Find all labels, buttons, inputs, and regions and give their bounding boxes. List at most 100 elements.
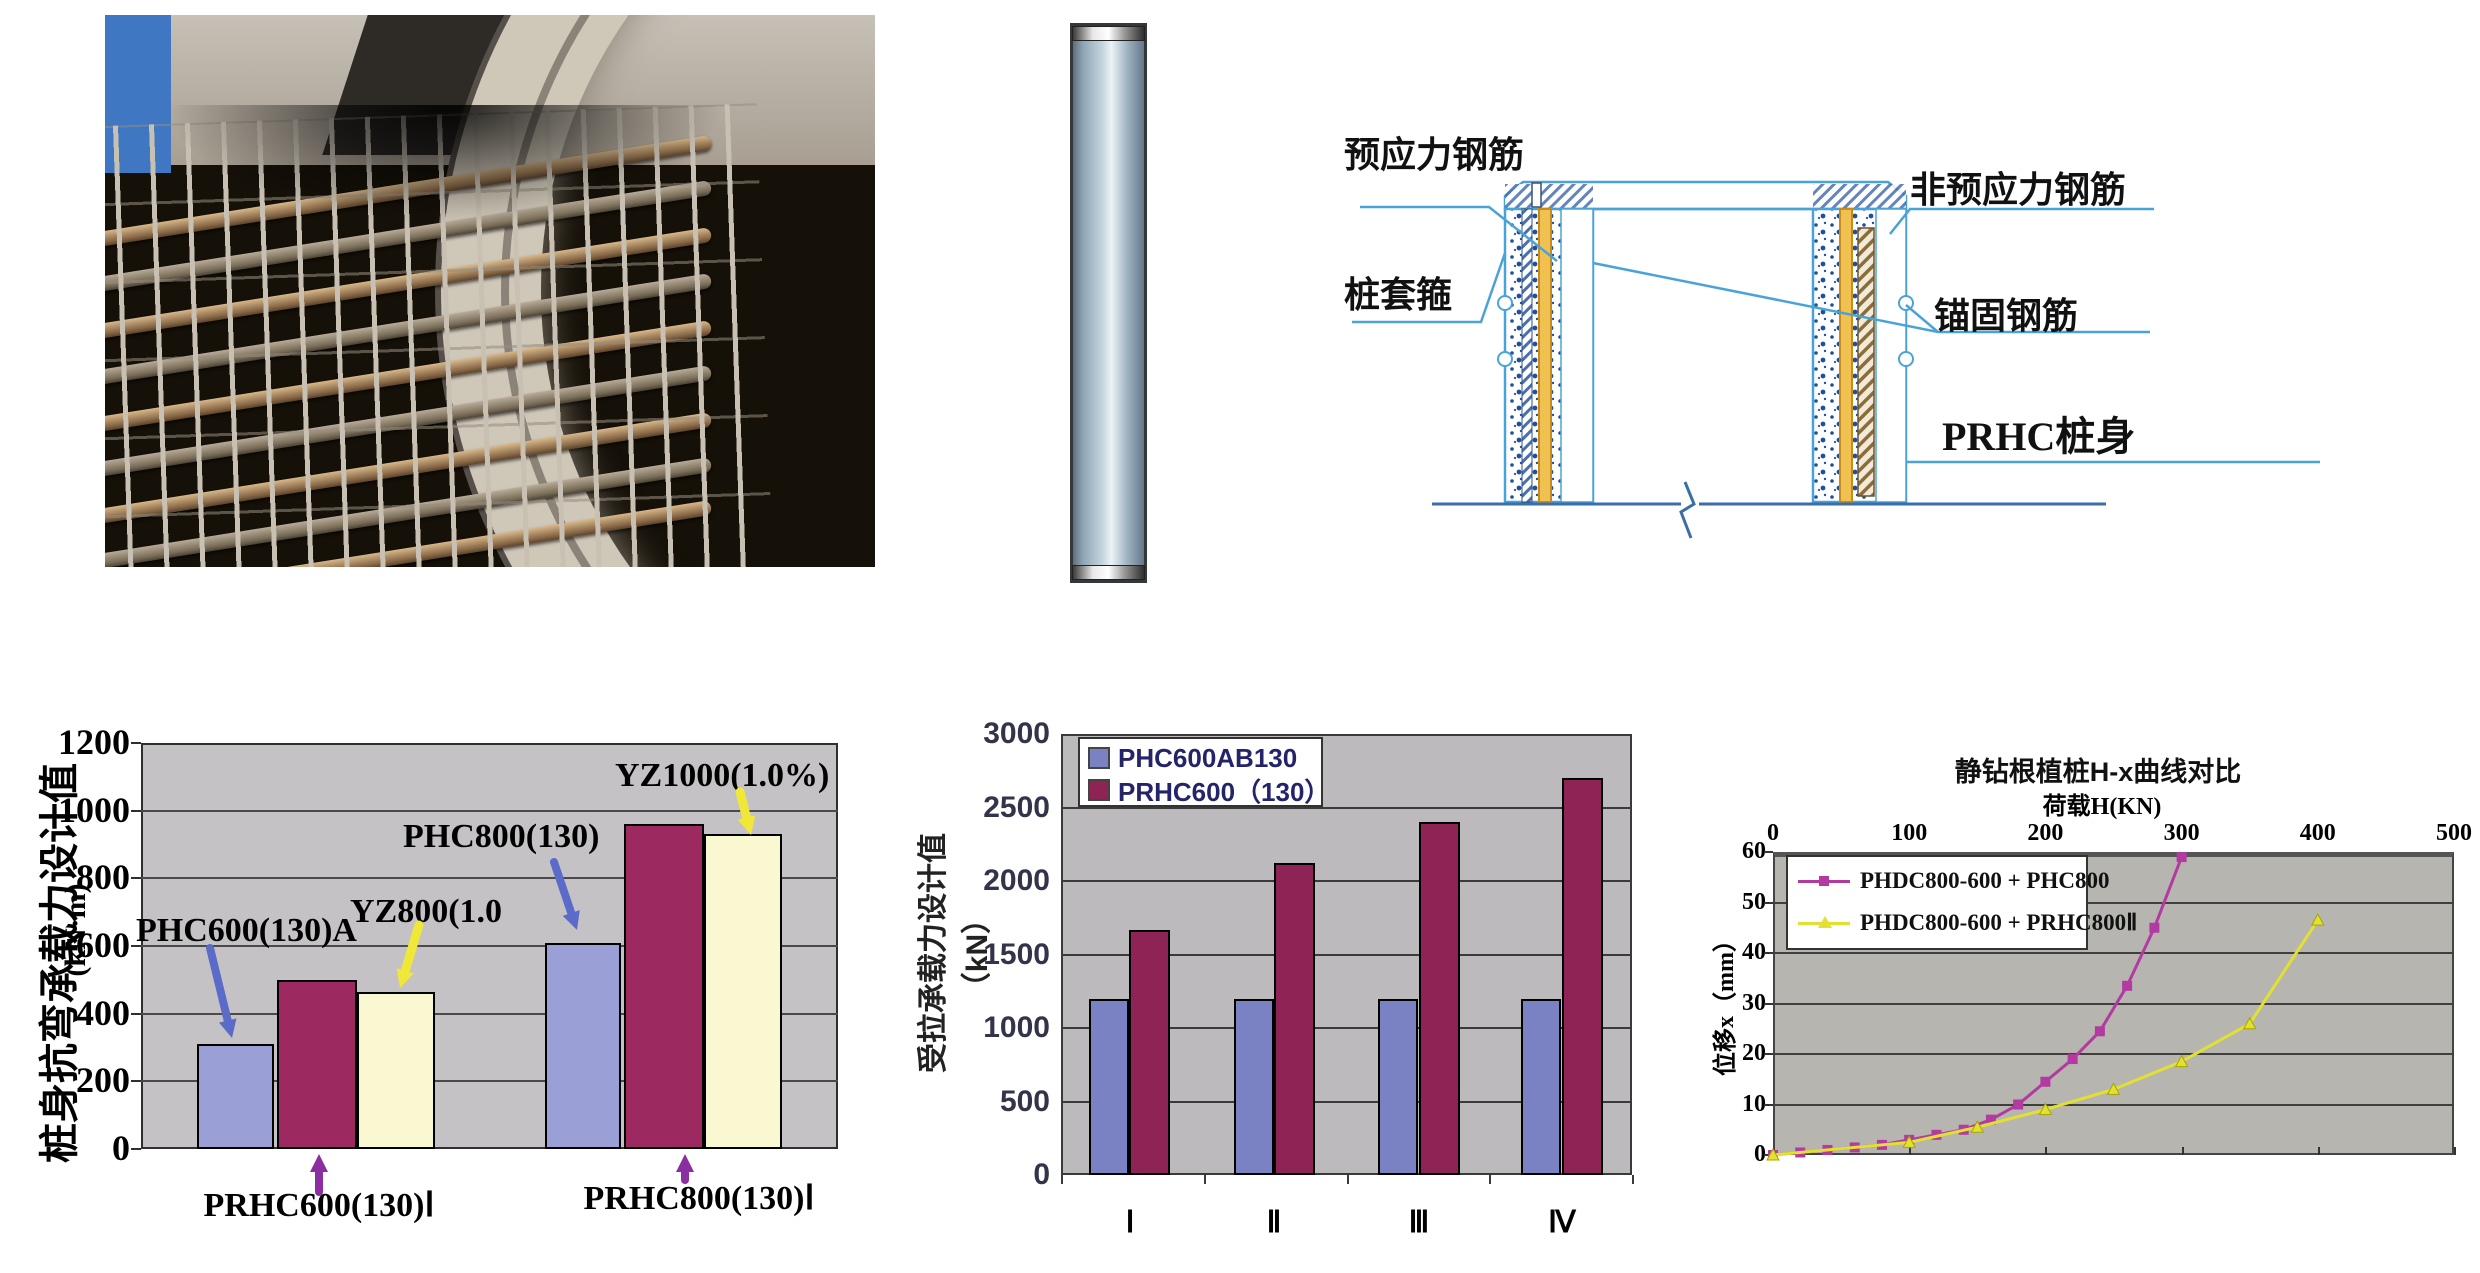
legend-label: PHDC800-600 + PRHC800Ⅱ [1860,910,2138,935]
legend-swatch [1088,747,1110,769]
legend: PHDC800-600 + PHC800 PHDC800-600 + PRHC80… [1786,855,2137,950]
label-pile-hoop: 桩套箍 [1344,275,1452,315]
tendon-anchor-head [1531,182,1542,208]
y-tick-label: 20 [1742,1040,1766,1066]
bar-phc600ab130 [1378,998,1418,1175]
y-tick-label: 800 [76,857,130,898]
legend-item: PRHC600（130） [1088,776,1330,807]
bar-annotation: YZ800(1.0 [350,893,503,930]
y-tick-mark [131,1148,141,1150]
legend-marker [1798,873,1850,889]
h-x-curve-line-chart: 静钻根植桩H-x曲线对比 荷载H(KN) 0 100 200 300 400 500 60 50 4… [1690,740,2480,1240]
legend-swatch [1088,779,1110,801]
y-tick-mark [1764,952,1773,954]
gridline [1061,806,1632,809]
y-tick-label: 2500 [983,790,1050,824]
label-anchor-bar: 锚固钢筋 [1934,296,2078,336]
bar-annotation: YZ1000(1.0%) [615,757,830,794]
legend-item: PHDC800-600 + PHC800 [1798,865,2109,897]
pile-top-cap [1072,26,1145,41]
gridline [1061,1100,1632,1103]
y-tick-label: 1200 [58,722,130,762]
tension-capacity-bar-chart: 3000 2500 2000 1500 1000 500 0 受拉承载力设计值（kN） Ⅰ Ⅱ Ⅲ Ⅳ… [900,700,1690,1273]
leader-anchor-short [1905,304,1939,333]
x-axis-title: 荷载H(KN) [2042,794,2162,820]
cap-hatch-left [1505,184,1593,209]
y-tick-mark [1764,1103,1773,1106]
prestressed-bar [1521,208,1533,503]
y-tick-label: 0 [112,1128,130,1168]
y-tick-label: 2000 [983,864,1050,897]
gridline [1773,1053,2454,1055]
gridline [1061,1027,1632,1029]
y-tick-mark [1764,901,1773,904]
legend-triangle [1818,916,1832,928]
arrow-head [676,1154,694,1172]
y-tick-label: 1000 [983,1011,1050,1044]
y-tick-label: 30 [1742,989,1766,1016]
pile-section-diagram: 预应力钢筋 非预应力钢筋 桩套箍 锚固钢筋 PRHC桩身 [1300,60,2340,610]
y-tick-label: 1000 [58,789,130,830]
bar-annotation: PHC600(130)A [136,912,357,949]
hoop-notch [1497,295,1513,311]
gridline [141,1012,838,1015]
gridline [1061,953,1632,956]
chart-title: 静钻根植桩H-x曲线对比 [1954,757,2242,787]
y-tick-mark [131,945,141,947]
arrow-head [310,1154,328,1172]
x-tick-mark [1632,1175,1634,1184]
leader-pile-hoop [1352,252,1507,324]
y-tick-mark [1764,1154,1773,1156]
gridline [1773,1002,2454,1005]
y-tick-label: 0 [1754,1141,1766,1167]
legend: PHC600AB130 PRHC600（130） [1078,737,1330,807]
bar-prhc600-130 [1419,822,1460,1175]
y-tick-label: 0 [1033,1158,1050,1191]
bar-prhc [277,979,357,1149]
y-axis-title: 受拉承载力设计值（kN） [917,833,994,1073]
category-label: Ⅳ [1548,1206,1576,1239]
x-tick-mark [1909,1147,1912,1155]
bar-annotation: PHC800(130) [403,818,600,855]
category-label: PRHC800(130)Ⅰ [583,1180,815,1217]
gridline [141,877,838,880]
x-tick-mark [2045,1147,2048,1155]
bar-yz [357,991,435,1149]
y-tick-label: 40 [1742,939,1766,965]
x-tick-mark [2317,1147,2320,1155]
hoop-notch [1497,351,1513,367]
y-tick-label: 50 [1742,888,1766,915]
y-tick-label: 200 [76,1060,130,1101]
category-label: PRHC600(130)Ⅰ [203,1187,435,1224]
break-symbol [1679,481,1696,539]
y-tick-label: 500 [999,1084,1050,1118]
y-tick-label: 1500 [983,937,1050,971]
x-tick-mark [1203,1175,1206,1184]
pile-render [1070,23,1147,583]
bar-phc [197,1044,274,1149]
legend-square [1819,876,1829,886]
y-tick-mark [131,1012,141,1015]
gridline [1773,1103,2454,1106]
x-tick-mark [1489,1175,1492,1184]
non-prestressed-bar [1857,227,1875,497]
legend-marker [1798,915,1850,931]
y-tick-mark [131,742,141,744]
x-tick-label: 0 [1767,820,1779,846]
bar-phc600ab130 [1521,998,1561,1175]
y-tick-mark [1764,1053,1773,1055]
bar-prhc600-130 [1129,929,1170,1175]
gridline [141,945,838,947]
x-tick-label: 500 [2436,820,2472,846]
y-tick-mark [131,877,141,880]
cage-shadow [165,105,725,225]
gridline [141,809,838,812]
y-axis-unit: (kN·m) [59,883,92,977]
label-pile-body: PRHC桩身 [1942,414,2135,459]
label-prestressed-bar: 预应力钢筋 [1344,135,1524,175]
left-anchor-bar [1538,208,1552,503]
y-tick-mark [131,809,141,812]
x-tick-mark [2181,1147,2184,1155]
right-anchor-bar [1839,208,1853,503]
x-tick-mark [2454,1147,2456,1155]
